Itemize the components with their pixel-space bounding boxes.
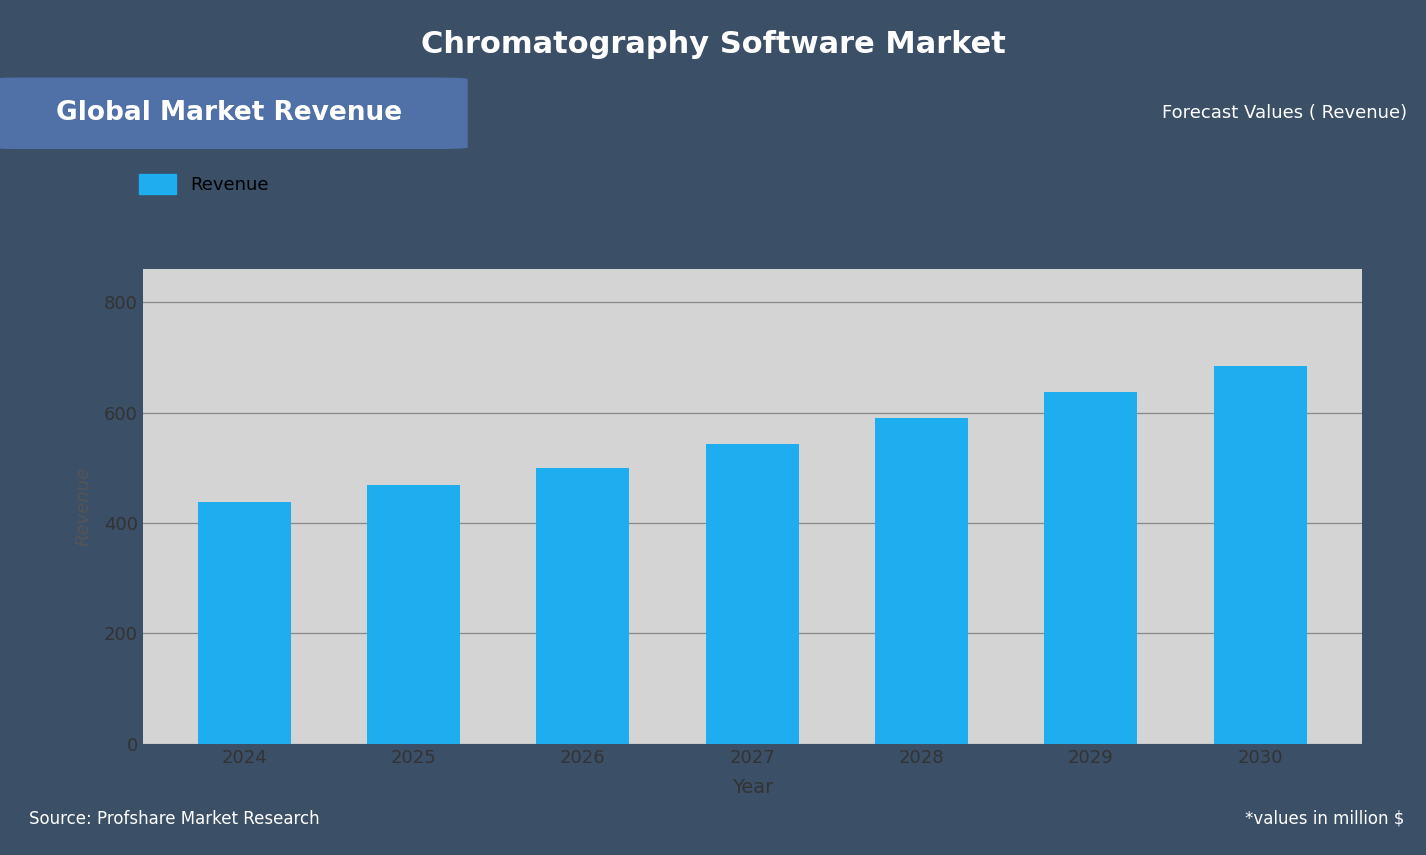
Bar [198,502,291,744]
Bar [536,468,629,744]
Y-axis label: Revenue: Revenue [74,467,93,546]
Bar [1044,392,1138,744]
Bar [876,418,968,744]
FancyBboxPatch shape [0,78,468,149]
Bar [706,445,799,744]
Bar [366,485,461,744]
Text: Source: Profshare Market Research: Source: Profshare Market Research [29,810,319,828]
Legend: Revenue: Revenue [140,174,268,194]
Text: *values in million $: *values in million $ [1245,810,1405,828]
X-axis label: Year: Year [732,778,773,797]
Text: Forecast Values ( Revenue): Forecast Values ( Revenue) [1162,104,1407,122]
Text: Chromatography Software Market: Chromatography Software Market [421,30,1005,59]
Bar [1214,366,1306,744]
Text: Global Market Revenue: Global Market Revenue [56,100,402,127]
